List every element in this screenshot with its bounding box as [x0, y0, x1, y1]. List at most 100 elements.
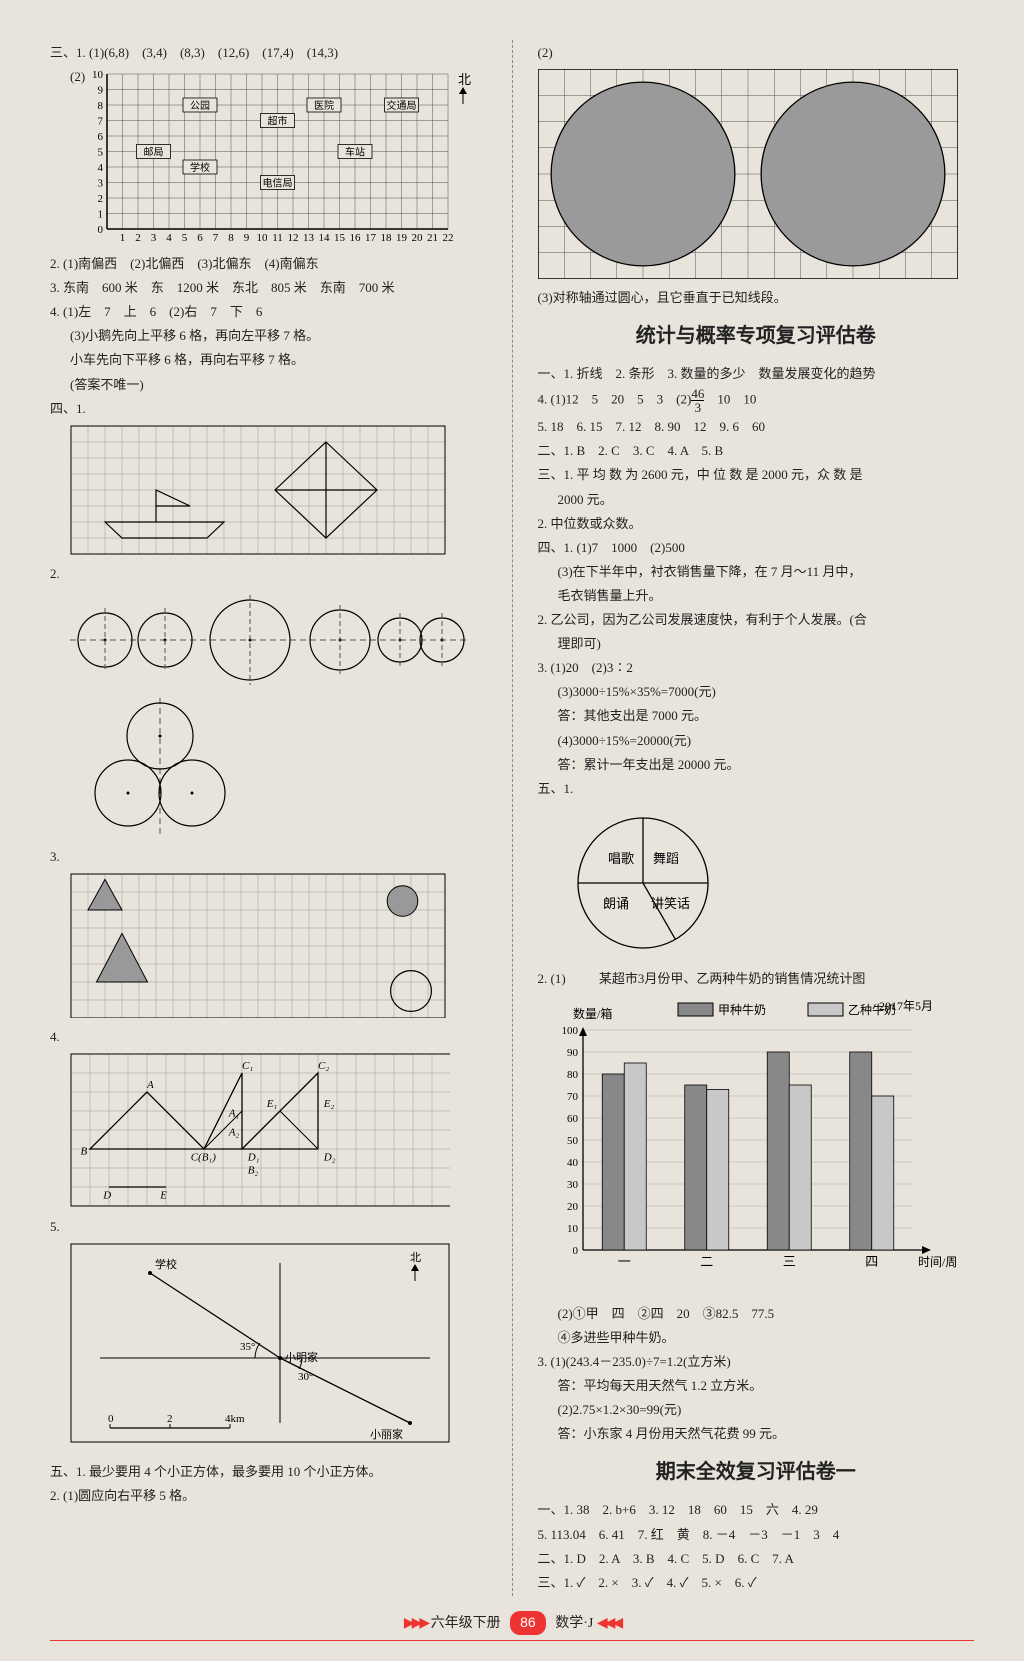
svg-text:4km: 4km	[225, 1413, 245, 1425]
svg-text:北: 北	[458, 72, 471, 87]
right-column: (2) (3)对称轴通过圆心，且它垂直于已知线段。 统计与概率专项复习评估卷 一…	[538, 40, 975, 1596]
text: (答案不唯一)	[50, 374, 487, 396]
svg-text:D₁: D₁	[247, 1151, 260, 1163]
text: (3)3000÷15%×35%=7000(元)	[538, 681, 975, 703]
svg-text:4: 4	[98, 162, 104, 174]
chart-title: 某超市3月份甲、乙两种牛奶的销售情况统计图	[599, 971, 866, 986]
svg-text:北: 北	[410, 1251, 421, 1264]
text: 2. (1) 某超市3月份甲、乙两种牛奶的销售情况统计图	[538, 968, 975, 990]
svg-text:数量/箱: 数量/箱	[573, 1006, 612, 1021]
section-title: 统计与概率专项复习评估卷	[538, 319, 975, 353]
text: 答：小东家 4 月份用天然气花费 99 元。	[538, 1423, 975, 1445]
svg-text:D₂: D₂	[323, 1151, 336, 1163]
text: 3.	[50, 846, 487, 868]
text: 3. 东南 600 米 东 1200 米 东北 805 米 东南 700 米	[50, 277, 487, 299]
svg-text:5: 5	[182, 232, 188, 244]
svg-text:D: D	[102, 1189, 111, 1201]
text: 三、1. ✓ 2. × 3. ✓ 4. ✓ 5. × 6. ✓	[538, 1572, 975, 1594]
svg-text:13: 13	[303, 232, 315, 244]
page-footer: ▶▶▶ 六年级下册 86 数学·J ◀◀◀	[50, 1611, 974, 1641]
svg-text:一: 一	[617, 1254, 630, 1269]
svg-text:C₂: C₂	[318, 1060, 329, 1072]
svg-text:90: 90	[567, 1047, 579, 1059]
numerator: 46	[691, 386, 704, 401]
svg-text:2: 2	[167, 1413, 173, 1425]
svg-text:电信局: 电信局	[263, 177, 293, 190]
text: 5. 113.04 6. 41 7. 红 黄 8. －4 －3 －1 3 4	[538, 1524, 975, 1546]
svg-text:3: 3	[151, 232, 157, 244]
svg-text:唱歌: 唱歌	[608, 851, 634, 866]
text: 2. 中位数或众数。	[538, 513, 975, 535]
text: 毛衣销售量上升。	[538, 585, 975, 607]
svg-text:22: 22	[443, 232, 454, 244]
arrow-icon: ▶▶▶	[404, 1616, 427, 1631]
svg-text:C(B₁): C(B₁)	[191, 1151, 217, 1163]
svg-text:交通局: 交通局	[387, 99, 417, 112]
text: 一、1. 38 2. b+6 3. 12 18 60 15 六 4. 29	[538, 1499, 975, 1521]
svg-text:80: 80	[567, 1069, 579, 1081]
svg-text:4: 4	[166, 232, 172, 244]
svg-text:甲种牛奶: 甲种牛奶	[718, 1002, 766, 1017]
text: 2. 乙公司，因为乙公司发展速度快，有利于个人发展。(合	[538, 609, 975, 631]
svg-text:B: B	[81, 1146, 88, 1158]
circles-triangle-figure	[70, 698, 250, 838]
svg-text:18: 18	[381, 232, 393, 244]
svg-text:E₁: E₁	[266, 1098, 278, 1110]
svg-text:1: 1	[98, 209, 104, 221]
svg-text:三: 三	[782, 1254, 795, 1269]
big-circles-figure	[538, 69, 958, 279]
svg-text:14: 14	[319, 232, 331, 244]
svg-text:A: A	[146, 1079, 154, 1091]
text: 二、1. D 2. A 3. B 4. C 5. D 6. C 7. A	[538, 1548, 975, 1570]
svg-text:6: 6	[197, 232, 203, 244]
svg-text:5: 5	[98, 147, 104, 159]
text: (3)在下半年中，衬衣销售量下降，在 7 月～11 月中，	[538, 561, 975, 583]
text: 五、1.	[538, 778, 975, 800]
svg-text:邮局: 邮局	[144, 146, 164, 159]
svg-text:B₂: B₂	[248, 1165, 259, 1177]
triangles-grid-figure: C₁C₂AE₁E₂A₁A₂BC(B₁)D₁D₂B₂DE	[70, 1053, 450, 1208]
text: 小车先向下平移 6 格，再向右平移 7 格。	[50, 349, 487, 371]
svg-text:20: 20	[567, 1201, 579, 1213]
svg-text:学校: 学校	[190, 161, 210, 174]
text: 二、1. B 2. C 3. C 4. A 5. B	[538, 440, 975, 462]
svg-text:70: 70	[567, 1091, 579, 1103]
text: 三、1. (1)(6,8) (3,4) (8,3) (12,6) (17,4) …	[50, 42, 487, 64]
map-angle-figure: 学校小明家小丽家35°30°北024km	[70, 1243, 450, 1453]
text: 理即可)	[538, 633, 975, 655]
grade-label: 六年级下册	[431, 1616, 501, 1631]
svg-text:15: 15	[334, 232, 346, 244]
column-divider	[512, 40, 513, 1596]
text: 三、1. 平 均 数 为 2600 元，中 位 数 是 2000 元，众 数 是	[538, 464, 975, 486]
svg-text:7: 7	[98, 116, 104, 128]
svg-text:10: 10	[257, 232, 269, 244]
text: 2. (1)圆应向右平移 5 格。	[50, 1485, 487, 1507]
svg-text:12: 12	[288, 232, 299, 244]
svg-text:E: E	[159, 1189, 167, 1201]
grid-shape-figure	[70, 425, 450, 555]
pie-chart: 唱歌舞蹈朗诵讲笑话	[558, 805, 728, 960]
fraction: 463	[691, 387, 704, 414]
svg-text:0: 0	[108, 1413, 114, 1425]
text: (3)对称轴通过圆心，且它垂直于已知线段。	[538, 287, 975, 309]
text: (3)小鹅先向上平移 6 格，再向左平移 7 格。	[50, 325, 487, 347]
subject-label: 数学·J	[555, 1616, 593, 1631]
svg-text:19: 19	[396, 232, 408, 244]
text: 4. (1)12 5 20 5 3 (2)463 10 10	[538, 387, 975, 414]
svg-text:20: 20	[412, 232, 424, 244]
text: (2)①甲 四 ②四 20 ③82.5 77.5	[538, 1303, 975, 1325]
text: (2)	[538, 42, 975, 64]
text: 2. (1)南偏西 (2)北偏西 (3)北偏东 (4)南偏东	[50, 253, 487, 275]
shapes-grid-figure	[70, 873, 450, 1018]
text: ④多进些甲种牛奶。	[538, 1327, 975, 1349]
svg-text:乙种牛奶: 乙种牛奶	[848, 1002, 896, 1017]
denominator: 3	[691, 400, 704, 414]
text: 5.	[50, 1216, 487, 1238]
svg-text:1: 1	[120, 232, 126, 244]
page-number: 86	[510, 1611, 546, 1635]
svg-text:8: 8	[98, 100, 104, 112]
footer-rule	[50, 1640, 974, 1641]
svg-text:50: 50	[567, 1135, 579, 1147]
svg-text:7: 7	[213, 232, 219, 244]
text: 4.	[50, 1026, 487, 1048]
